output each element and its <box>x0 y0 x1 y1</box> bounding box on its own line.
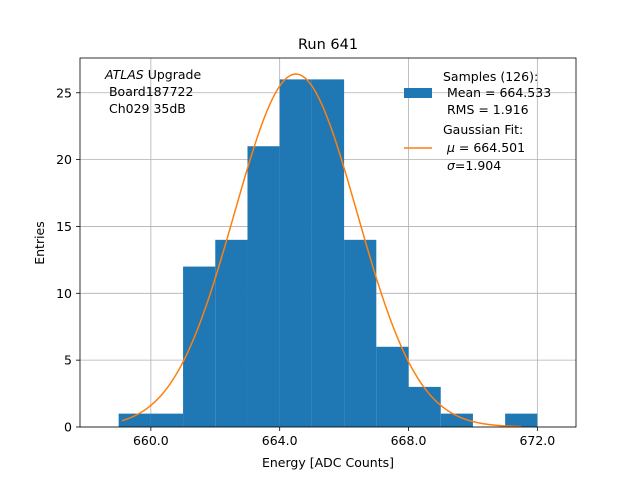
y-axis-label: Entries <box>32 221 47 265</box>
x-axis-label: Energy [ADC Counts] <box>262 455 394 470</box>
legend-fit-mu-value: = 664.501 <box>455 140 525 155</box>
x-tick-label: 660.0 <box>133 433 169 448</box>
y-tick-label: 15 <box>56 219 72 234</box>
svg-text:ATLAS Upgrade: ATLAS Upgrade <box>104 67 201 82</box>
histogram-bar <box>440 413 473 427</box>
legend-samples-title: Samples (126): <box>443 69 538 84</box>
histogram-bar <box>344 239 377 427</box>
histogram-bar <box>183 266 216 427</box>
histogram-bar <box>215 239 248 427</box>
y-tick-label: 25 <box>56 85 72 100</box>
plot-frame <box>79 57 577 428</box>
histogram-bar <box>505 413 538 427</box>
chart-title: Run 641 <box>298 37 358 53</box>
legend-samples-mean: Mean = 664.533 <box>443 85 551 100</box>
legend-fit-sigma-value: =1.904 <box>455 158 501 173</box>
legend-fit-sigma-symbol: σ <box>447 158 456 173</box>
histogram-bar <box>118 413 151 427</box>
y-tick-label: 10 <box>56 286 72 301</box>
histogram-bar <box>376 346 409 427</box>
x-tick-label: 664.0 <box>262 433 298 448</box>
histogram-bars <box>118 79 538 428</box>
histogram-bar <box>247 146 280 427</box>
histogram-bar <box>311 79 345 428</box>
legend-samples-patch <box>404 88 432 98</box>
histogram-bar <box>150 413 184 427</box>
histogram-bar <box>408 386 441 427</box>
legend: Samples (126): Mean = 664.533 RMS = 1.91… <box>404 69 551 173</box>
y-tick-label: 0 <box>64 420 72 435</box>
atlas-label: ATLAS <box>104 67 144 82</box>
atlas-annotation: ATLAS Upgrade Board187722 Ch029 35dB <box>104 67 201 116</box>
y-axis-ticks: 0 5 10 15 20 25 <box>56 85 80 435</box>
x-tick-label: 668.0 <box>391 433 427 448</box>
channel-label: Ch029 35dB <box>105 101 186 116</box>
legend-samples-rms: RMS = 1.916 <box>443 102 529 117</box>
x-tick-label: 672.0 <box>519 433 555 448</box>
board-label: Board187722 <box>105 84 193 99</box>
gaussian-fit-curve <box>121 73 522 428</box>
svg-text:σ=1.904: σ=1.904 <box>443 158 501 173</box>
x-axis-ticks: 660.0 664.0 668.0 672.0 <box>133 427 555 448</box>
y-tick-label: 5 <box>64 353 72 368</box>
legend-fit-title: Gaussian Fit: <box>443 122 523 137</box>
upgrade-label: Upgrade <box>144 67 202 82</box>
svg-text:μ = 664.501: μ = 664.501 <box>443 140 525 155</box>
legend-fit-mu-symbol: μ <box>446 140 455 155</box>
histogram-bar <box>279 79 312 428</box>
y-tick-label: 20 <box>56 152 72 167</box>
